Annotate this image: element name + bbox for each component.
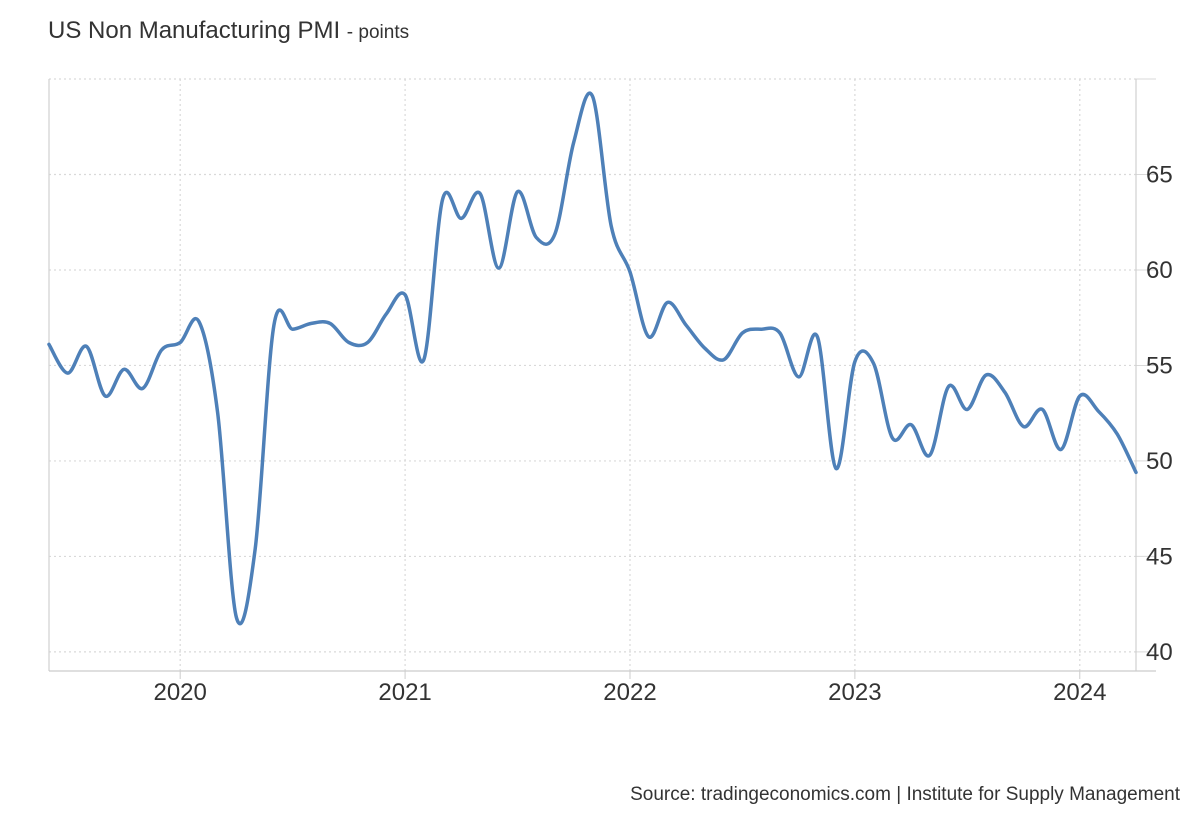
line-chart: 2020 2021 2022 2023 2024 40 45 50 55 60 65 [47, 78, 1173, 706]
source-credit: Source: tradingeconomics.com | Institute… [630, 784, 1180, 805]
y-tick-label-45: 45 [1146, 543, 1173, 570]
y-tick-label-40: 40 [1146, 639, 1173, 666]
y-tick-label-55: 55 [1146, 352, 1173, 379]
grid-lines [49, 78, 1156, 671]
y-tick-label-50: 50 [1146, 448, 1173, 475]
chart-title: US Non Manufacturing PMI - points [48, 17, 409, 45]
series-line-pmi [47, 91, 1138, 626]
chart-unit-text: points [358, 22, 410, 43]
y-axis-ticks: 40 45 50 55 60 65 [1146, 161, 1173, 665]
chart-axes [48, 79, 1156, 672]
chart-title-text: US Non Manufacturing PMI [48, 17, 341, 44]
x-tick-label-2020: 2020 [153, 679, 206, 706]
x-axis-ticks: 2020 2021 2022 2023 2024 [153, 671, 1106, 706]
x-tick-label-2024: 2024 [1053, 679, 1106, 706]
chart-unit-label: - points [346, 22, 410, 43]
x-tick-label-2022: 2022 [603, 679, 656, 706]
y-tick-label-65: 65 [1146, 161, 1173, 188]
y-tick-label-60: 60 [1146, 257, 1173, 284]
x-tick-label-2023: 2023 [828, 679, 881, 706]
x-tick-label-2021: 2021 [378, 679, 431, 706]
